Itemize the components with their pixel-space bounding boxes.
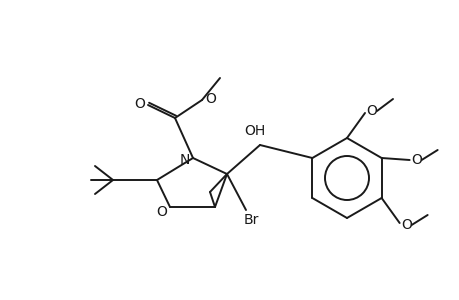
Text: O: O: [205, 92, 216, 106]
Text: O: O: [156, 205, 167, 219]
Text: OH: OH: [244, 124, 265, 138]
Text: N: N: [179, 153, 190, 167]
Text: O: O: [134, 97, 145, 111]
Text: O: O: [410, 153, 421, 167]
Text: O: O: [366, 104, 377, 118]
Text: Br: Br: [243, 213, 258, 227]
Text: O: O: [400, 218, 411, 232]
